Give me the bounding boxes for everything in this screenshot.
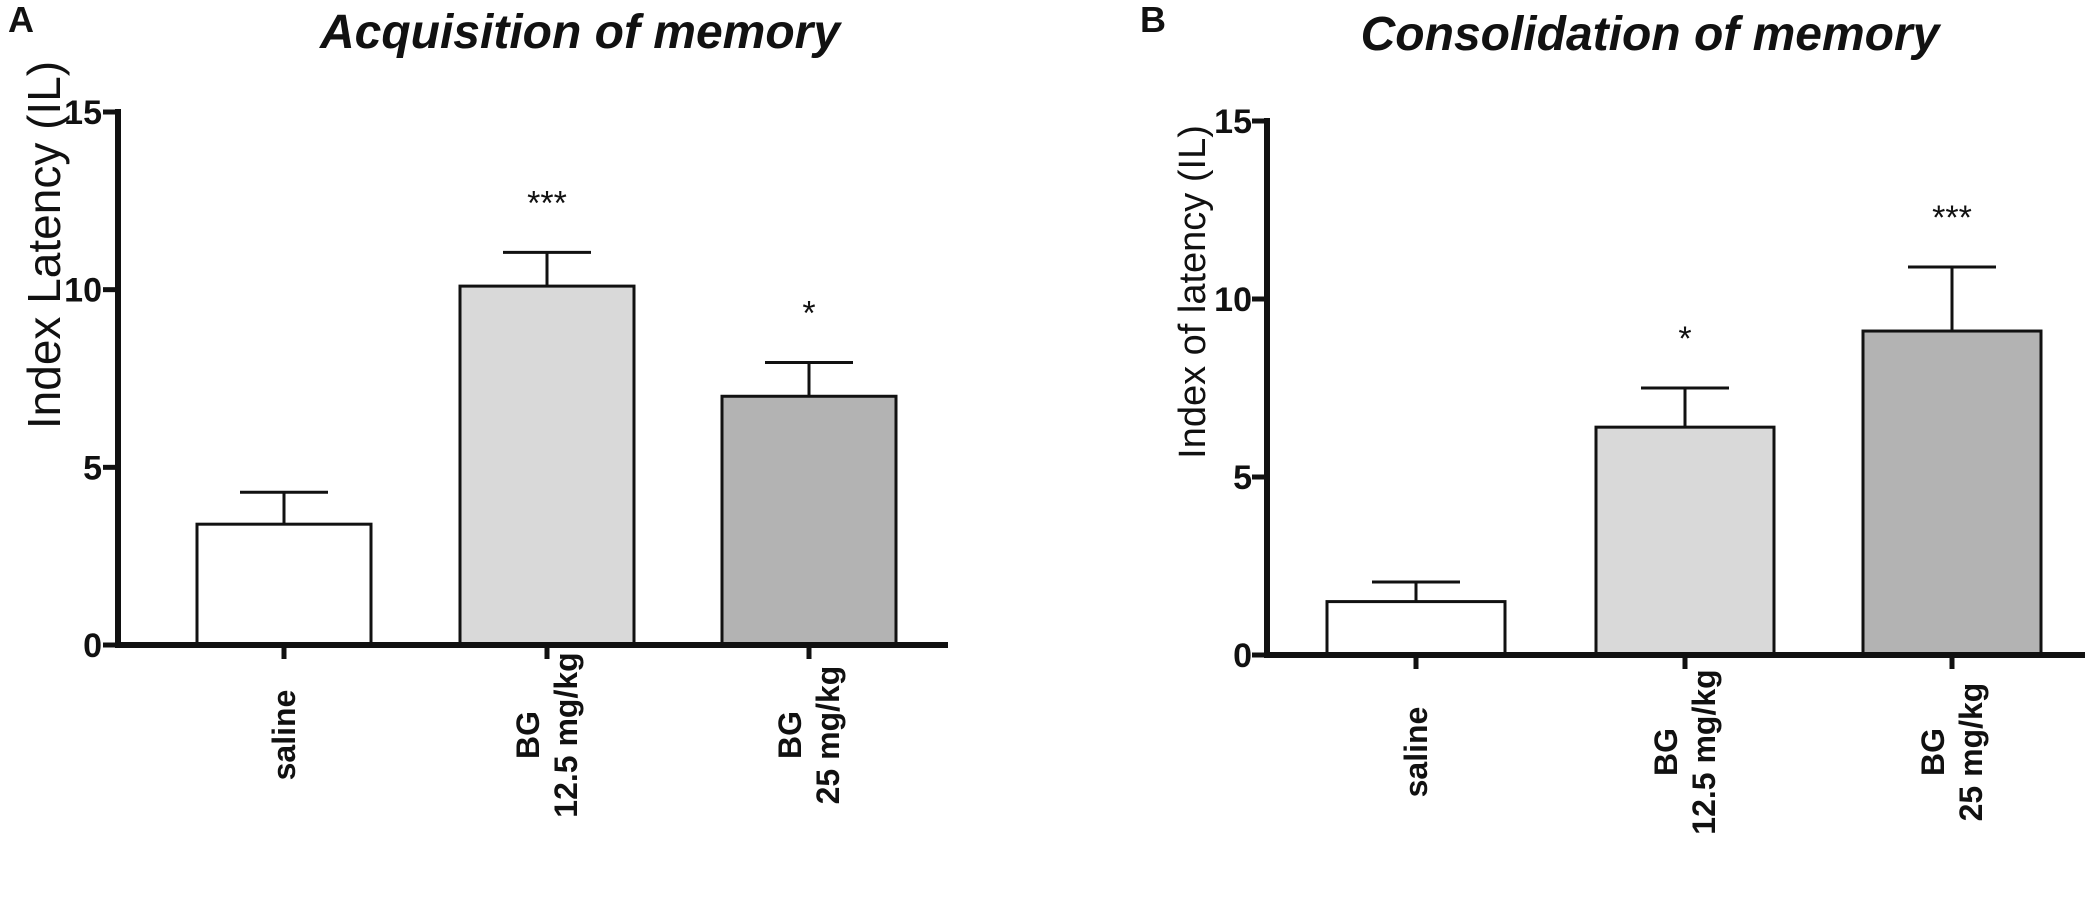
bar-a-1 [458,284,636,647]
chart-title-b: Consolidation of memory [1361,8,1942,61]
panel-letter-b: B [1140,0,1166,40]
significance-label-a-2: * [802,295,815,333]
y-tick-label-a-3: 15 [64,94,102,132]
category-label-line-a-0-0: saline [266,690,302,781]
chart-title-a: Acquisition of memory [319,6,842,59]
significance-label-b-2: *** [1932,199,1972,237]
y-tick-label-a-2: 10 [64,272,102,310]
y-axis-label-b: Index of latency (IL) [1172,125,1214,459]
category-label-b-0: saline [1398,707,1434,798]
significance-label-b-1: * [1678,320,1691,358]
y-tick-label-b-1: 5 [1233,459,1252,497]
category-label-line-b-2-0: BG [1915,728,1951,776]
y-tick-label-a-0: 0 [83,627,102,665]
error-bar-a-1 [503,250,591,287]
bar-a-2 [720,394,898,647]
y-tick-label-b-0: 0 [1233,637,1252,675]
y-axis-label-a: Index Latency (IL) [18,61,70,429]
category-label-a-2: BG 25 mg/kg [772,666,846,805]
y-tick-label-b-2: 10 [1214,281,1252,319]
panel-letter-a: A [8,0,34,40]
category-label-line-a-2-1: 25 mg/kg [810,666,846,805]
error-bar-a-0 [240,490,328,525]
error-bar-a-2 [765,361,853,397]
category-label-line-b-2-1: 25 mg/kg [1953,683,1989,822]
y-tick-label-a-1: 5 [83,449,102,487]
error-bar-b-0 [1372,580,1460,602]
bar-a-0 [195,522,373,647]
category-label-line-b-0-0: saline [1398,707,1434,798]
category-label-b-2: BG 25 mg/kg [1915,683,1989,822]
significance-label-a-1: *** [527,184,567,222]
category-label-a-0: saline [266,690,302,781]
y-tick-label-b-3: 15 [1214,103,1252,141]
bar-b-2 [1861,329,2043,657]
category-label-line-b-1-1: 12.5 mg/kg [1686,669,1722,834]
category-label-line-b-1-0: BG [1648,728,1684,776]
category-label-line-a-1-1: 12.5 mg/kg [548,652,584,817]
category-label-b-1: BG 12.5 mg/kg [1648,669,1722,834]
category-label-a-1: BG 12.5 mg/kg [510,652,584,817]
bar-b-1 [1594,425,1776,657]
category-label-line-a-2-0: BG [772,711,808,759]
error-bar-b-1 [1641,386,1729,428]
bar-b-0 [1325,600,1507,657]
category-label-line-a-1-0: BG [510,711,546,759]
error-bar-b-2 [1908,265,1996,332]
